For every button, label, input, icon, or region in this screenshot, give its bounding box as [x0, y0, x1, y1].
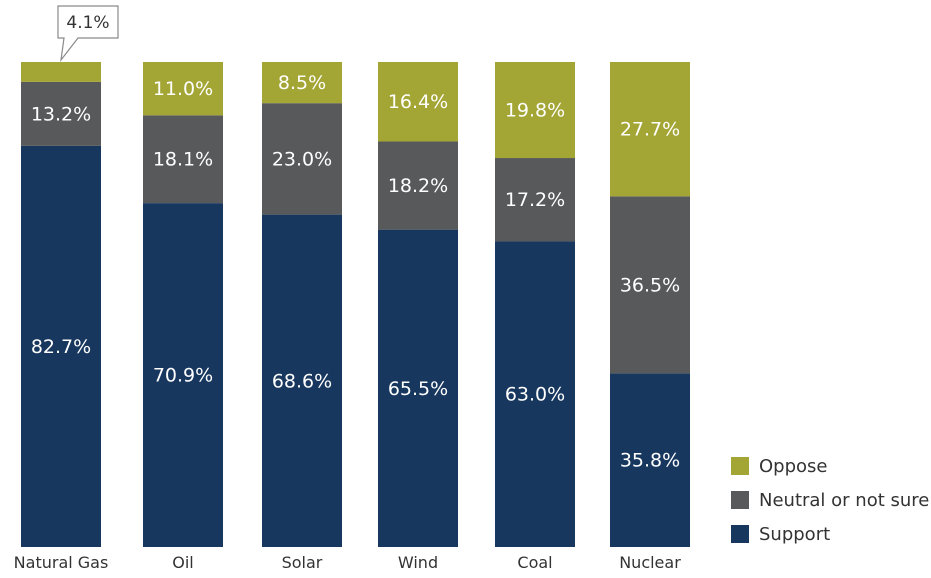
legend-label-oppose: Oppose — [759, 456, 827, 477]
legend-swatch-neutral-or-not-sure — [731, 491, 749, 509]
data-label-oil-support: 70.9% — [153, 365, 213, 387]
data-label-solar-neutral-or-not-sure: 23.0% — [272, 148, 332, 170]
data-label-nuclear-neutral-or-not-sure: 36.5% — [620, 274, 680, 296]
data-label-oil-neutral-or-not-sure: 18.1% — [153, 149, 213, 171]
data-label-coal-support: 63.0% — [505, 384, 565, 406]
legend-label-support: Support — [759, 524, 830, 545]
legend-item-oppose: Oppose — [731, 456, 827, 477]
category-label-coal: Coal — [517, 553, 552, 572]
bar-segment-coal-oppose — [495, 62, 575, 159]
bar-segment-natural-gas-oppose — [21, 62, 101, 82]
bar-segment-oil-support — [143, 203, 223, 547]
callout-box — [57, 5, 119, 63]
legend-swatch-oppose — [731, 457, 749, 475]
bar-segment-coal-support — [495, 241, 575, 547]
data-label-nuclear-support: 35.8% — [620, 450, 680, 472]
data-label-nuclear-oppose: 27.7% — [620, 119, 680, 141]
bar-segment-nuclear-support — [610, 373, 690, 547]
bars-layer: 82.7% 13.2% 70.9% 18.1% 11.0% 68.6% 23.0% 8.5% 6… — [21, 62, 690, 547]
data-label-oil-oppose: 11.0% — [153, 78, 213, 100]
bar-segment-wind-neutral-or-not-sure — [378, 141, 458, 230]
callout-label: 4.1% — [66, 13, 109, 33]
data-label-natural-gas-support: 82.7% — [31, 336, 91, 358]
callout-bubble: 4.1% — [57, 5, 119, 63]
data-label-coal-neutral-or-not-sure: 17.2% — [505, 189, 565, 211]
legend-item-neutral-or-not-sure: Neutral or not sure — [731, 490, 929, 511]
category-label-oil: Oil — [172, 553, 193, 572]
data-label-wind-support: 65.5% — [388, 378, 448, 400]
legend-item-support: Support — [731, 524, 830, 545]
callout-layer: 4.1% — [57, 5, 119, 63]
category-label-wind: Wind — [398, 553, 438, 572]
category-label-nuclear: Nuclear — [619, 553, 681, 572]
bar-segment-oil-neutral-or-not-sure — [143, 115, 223, 204]
data-label-solar-oppose: 8.5% — [278, 72, 326, 94]
legend-label-neutral-or-not-sure: Neutral or not sure — [759, 490, 929, 511]
bar-segment-nuclear-oppose — [610, 62, 690, 197]
bar-segment-nuclear-neutral-or-not-sure — [610, 196, 690, 374]
bar-segment-wind-support — [378, 229, 458, 547]
bar-segment-solar-oppose — [262, 62, 342, 104]
bar-segment-wind-oppose — [378, 62, 458, 142]
bar-segment-solar-support — [262, 214, 342, 547]
bar-segment-solar-neutral-or-not-sure — [262, 103, 342, 215]
data-label-coal-oppose: 19.8% — [505, 100, 565, 122]
bar-segment-oil-oppose — [143, 62, 223, 116]
legend-swatch-support — [731, 525, 749, 543]
category-label-solar: Solar — [282, 553, 323, 572]
data-label-solar-support: 68.6% — [272, 370, 332, 392]
bar-segment-natural-gas-neutral-or-not-sure — [21, 81, 101, 146]
legend: Oppose Neutral or not sure Support — [731, 456, 929, 545]
category-axis: Natural Gas Oil Solar Wind Coal Nuclear — [14, 553, 682, 572]
bar-segment-coal-neutral-or-not-sure — [495, 158, 575, 242]
data-label-wind-oppose: 16.4% — [388, 91, 448, 113]
data-label-wind-neutral-or-not-sure: 18.2% — [388, 175, 448, 197]
data-label-natural-gas-neutral-or-not-sure: 13.2% — [31, 103, 91, 125]
bar-segment-natural-gas-support — [21, 145, 101, 547]
category-label-natural-gas: Natural Gas — [14, 553, 109, 572]
